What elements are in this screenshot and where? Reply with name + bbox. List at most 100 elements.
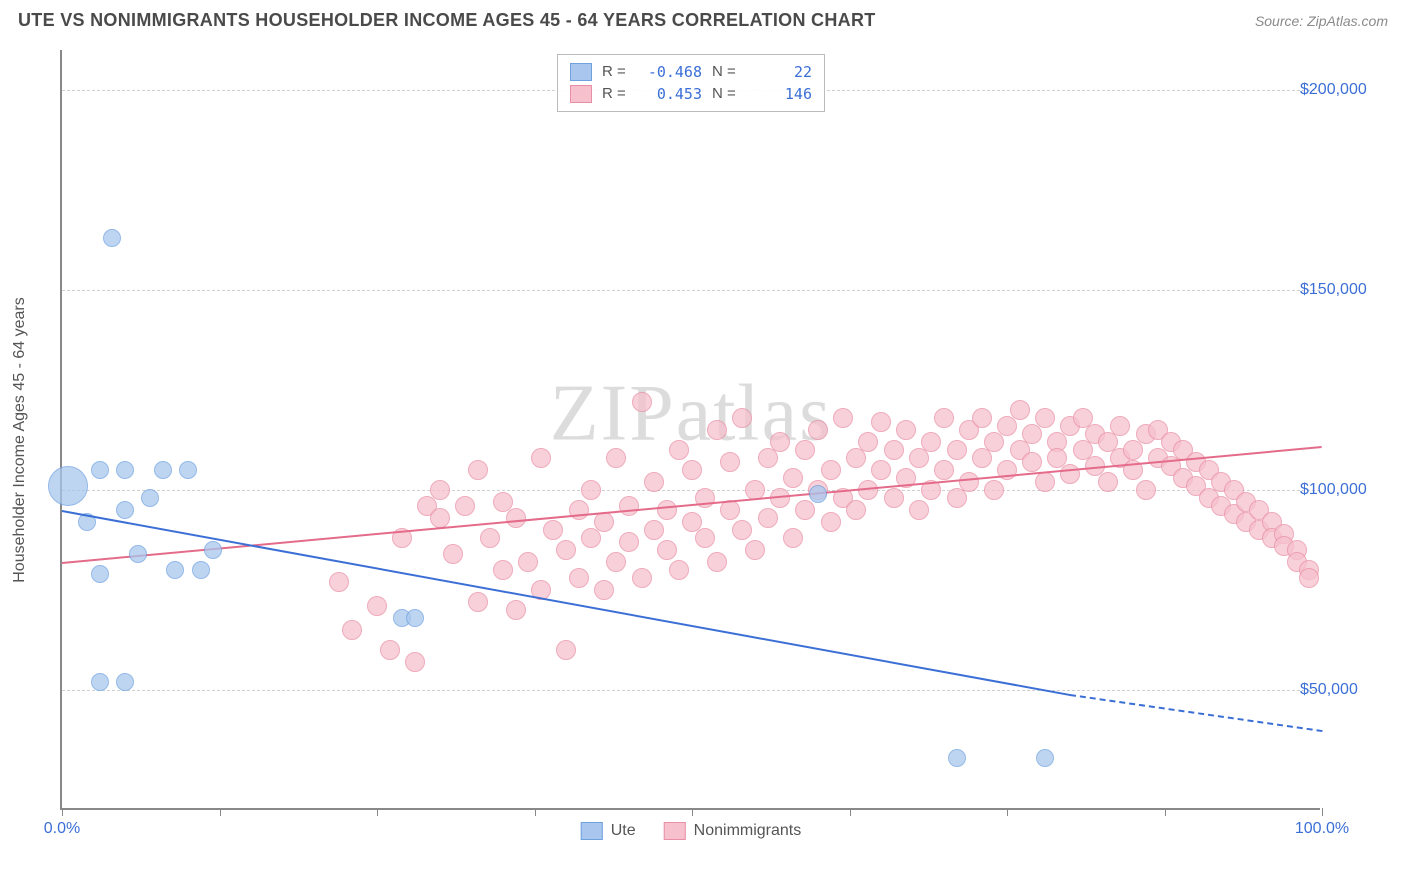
data-point bbox=[154, 461, 172, 479]
data-point bbox=[972, 408, 992, 428]
data-point bbox=[48, 466, 88, 506]
data-point bbox=[884, 488, 904, 508]
data-point bbox=[896, 420, 916, 440]
x-tick bbox=[377, 808, 378, 816]
data-point bbox=[179, 461, 197, 479]
data-point bbox=[1035, 408, 1055, 428]
legend-r-value: -0.468 bbox=[642, 61, 702, 83]
data-point bbox=[833, 408, 853, 428]
data-point bbox=[682, 460, 702, 480]
data-point bbox=[619, 532, 639, 552]
data-point bbox=[367, 596, 387, 616]
data-point bbox=[192, 561, 210, 579]
data-point bbox=[518, 552, 538, 572]
data-point bbox=[808, 420, 828, 440]
data-point bbox=[493, 560, 513, 580]
x-tick bbox=[220, 808, 221, 816]
legend-label: Nonimmigrants bbox=[694, 822, 802, 840]
data-point bbox=[506, 600, 526, 620]
data-point bbox=[91, 565, 109, 583]
data-point bbox=[506, 508, 526, 528]
data-point bbox=[204, 541, 222, 559]
data-point bbox=[1060, 464, 1080, 484]
data-point bbox=[141, 489, 159, 507]
plot-area: ZIPatlas R =-0.468N =22R =0.453N =146 Ut… bbox=[60, 50, 1320, 810]
trend-line bbox=[62, 510, 1070, 696]
data-point bbox=[934, 408, 954, 428]
x-tick bbox=[1165, 808, 1166, 816]
data-point bbox=[909, 500, 929, 520]
legend-n-value: 22 bbox=[752, 61, 812, 83]
data-point bbox=[531, 448, 551, 468]
data-point bbox=[329, 572, 349, 592]
legend-label: Ute bbox=[611, 822, 636, 840]
data-point bbox=[669, 440, 689, 460]
data-point bbox=[455, 496, 475, 516]
data-point bbox=[480, 528, 500, 548]
data-point bbox=[758, 508, 778, 528]
data-point bbox=[948, 749, 966, 767]
data-point bbox=[116, 461, 134, 479]
data-point bbox=[783, 468, 803, 488]
data-point bbox=[720, 452, 740, 472]
y-tick-label: $50,000 bbox=[1300, 681, 1390, 699]
data-point bbox=[770, 432, 790, 452]
data-point bbox=[732, 408, 752, 428]
data-point bbox=[91, 461, 109, 479]
data-point bbox=[1036, 749, 1054, 767]
data-point bbox=[947, 488, 967, 508]
legend-row: R =-0.468N =22 bbox=[570, 61, 812, 83]
data-point bbox=[1123, 440, 1143, 460]
legend-row: R = 0.453 N = 146 bbox=[570, 83, 812, 105]
data-point bbox=[619, 496, 639, 516]
data-point bbox=[997, 416, 1017, 436]
data-point bbox=[644, 472, 664, 492]
series-legend: Ute Nonimmigrants bbox=[581, 822, 802, 840]
data-point bbox=[783, 528, 803, 548]
data-point bbox=[430, 480, 450, 500]
x-tick bbox=[850, 808, 851, 816]
data-point bbox=[1022, 424, 1042, 444]
legend-r-label: R = bbox=[602, 61, 632, 83]
trend-line bbox=[1070, 694, 1322, 732]
legend-r-label: R = bbox=[602, 83, 632, 105]
legend-n-value: 146 bbox=[752, 83, 812, 105]
data-point bbox=[1136, 480, 1156, 500]
data-point bbox=[632, 392, 652, 412]
x-tick-label: 0.0% bbox=[44, 820, 80, 838]
data-point bbox=[581, 528, 601, 548]
legend-swatch bbox=[664, 822, 686, 840]
data-point bbox=[556, 540, 576, 560]
data-point bbox=[795, 440, 815, 460]
gridline bbox=[62, 490, 1320, 491]
data-point bbox=[695, 528, 715, 548]
data-point bbox=[103, 229, 121, 247]
data-point bbox=[116, 501, 134, 519]
data-point bbox=[809, 485, 827, 503]
data-point bbox=[594, 580, 614, 600]
legend-item: Ute bbox=[581, 822, 636, 840]
data-point bbox=[669, 560, 689, 580]
data-point bbox=[984, 480, 1004, 500]
data-point bbox=[1098, 472, 1118, 492]
title-bar: UTE VS NONIMMIGRANTS HOUSEHOLDER INCOME … bbox=[0, 0, 1406, 37]
data-point bbox=[581, 480, 601, 500]
y-tick-label: $150,000 bbox=[1300, 281, 1390, 299]
legend-n-label: N = bbox=[712, 83, 742, 105]
legend-r-value: 0.453 bbox=[642, 83, 702, 105]
data-point bbox=[1035, 472, 1055, 492]
data-point bbox=[795, 500, 815, 520]
data-point bbox=[707, 552, 727, 572]
data-point bbox=[858, 432, 878, 452]
data-point bbox=[116, 673, 134, 691]
correlation-legend: R = -0.468 N = 22R = 0.453 N = 146 bbox=[557, 54, 825, 112]
data-point bbox=[871, 412, 891, 432]
data-point bbox=[1299, 568, 1319, 588]
data-point bbox=[468, 592, 488, 612]
data-point bbox=[166, 561, 184, 579]
x-tick bbox=[1007, 808, 1008, 816]
data-point bbox=[657, 500, 677, 520]
y-axis-label: Householder Income Ages 45 - 64 years bbox=[11, 297, 29, 583]
data-point bbox=[821, 460, 841, 480]
data-point bbox=[921, 432, 941, 452]
